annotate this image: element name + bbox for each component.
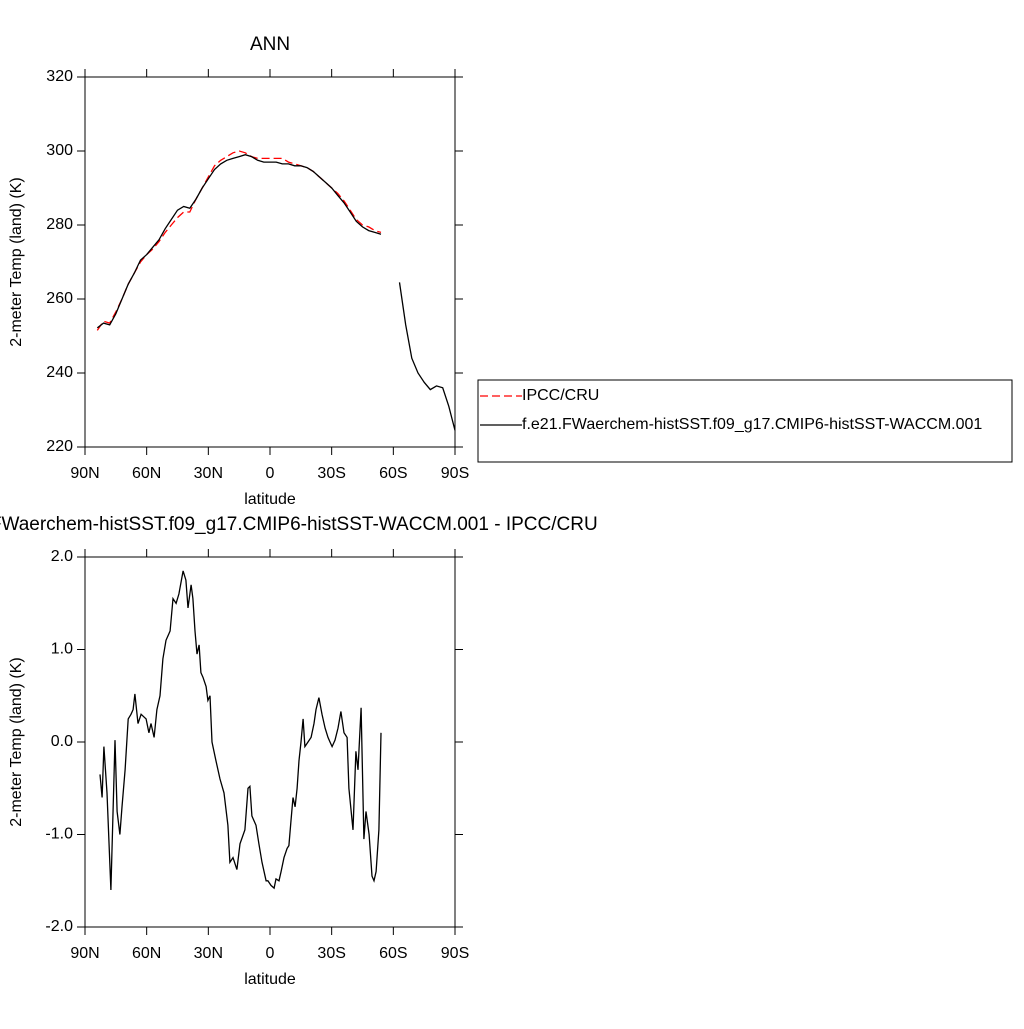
legend-label: f.e21.FWaerchem-histSST.f09_g17.CMIP6-hi… [522,416,982,433]
legend-box [477,379,1013,463]
y-tick-label: 240 [46,364,73,381]
y-tick-label: 280 [46,216,73,233]
data-line [99,570,382,891]
x-tick-label: 30N [194,945,223,962]
x-tick-label: 60N [132,945,161,962]
y-tick-label: 320 [46,68,73,85]
y-tick-label: -1.0 [45,826,73,843]
y-tick-label: -2.0 [45,918,73,935]
x-tick-label: 90N [70,945,99,962]
x-tick-label: 0 [266,465,275,482]
x-tick-label: 90N [70,465,99,482]
x-axis-label: latitude [244,971,296,988]
y-tick-label: 1.0 [51,641,73,658]
plot-frame [84,556,456,928]
y-tick-label: 220 [46,438,73,455]
x-tick-label: 0 [266,945,275,962]
data-line [96,150,382,331]
legend-label: IPCC/CRU [522,387,599,404]
x-tick-label: 30N [194,465,223,482]
data-line [96,154,456,431]
y-tick-label: 2.0 [51,548,73,565]
x-tick-label: 30S [317,465,345,482]
y-tick-label: 260 [46,290,73,307]
x-tick-label: 60S [379,465,407,482]
chart-title: ANN [250,34,290,55]
x-tick-label: 60S [379,945,407,962]
x-tick-label: 90S [441,945,469,962]
y-tick-label: 300 [46,142,73,159]
y-axis-label: 2-meter Temp (land) (K) [8,177,25,347]
x-tick-label: 90S [441,465,469,482]
x-axis-label: latitude [244,491,296,508]
y-axis-label: 2-meter Temp (land) (K) [8,657,25,827]
chart-title: f.e21.FWaerchem-histSST.f09_g17.CMIP6-hi… [0,514,598,535]
y-tick-label: 0.0 [51,733,73,750]
x-tick-label: 30S [317,945,345,962]
x-tick-label: 60N [132,465,161,482]
